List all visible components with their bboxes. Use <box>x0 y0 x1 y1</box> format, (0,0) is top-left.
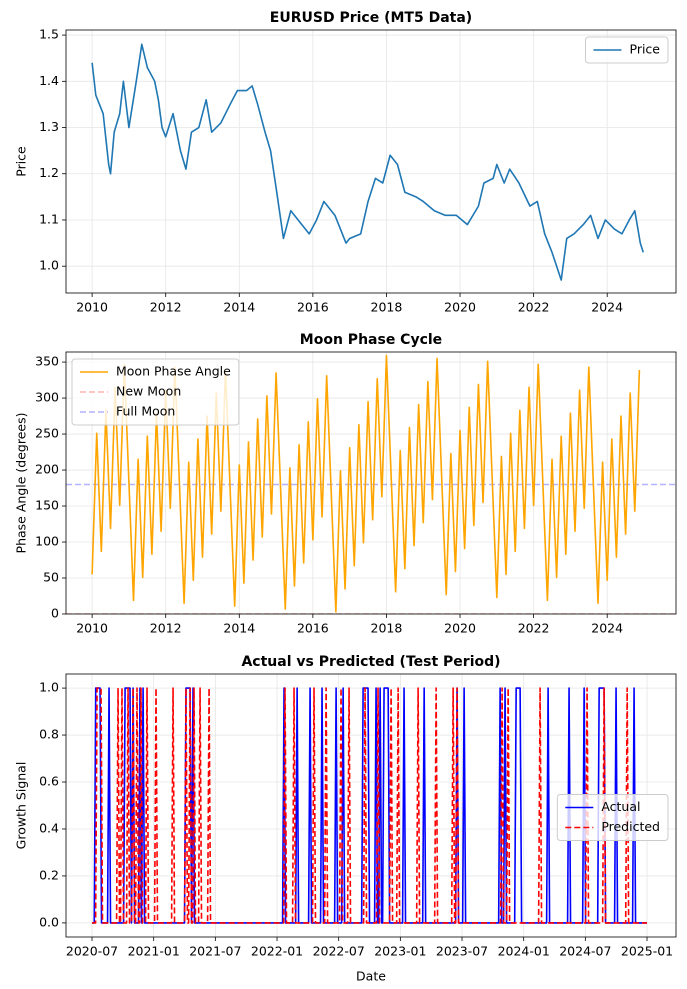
y-axis-label: Growth Signal <box>14 762 29 850</box>
data-line <box>92 687 648 924</box>
y-tick-label: 50 <box>43 570 59 585</box>
legend-label: Price <box>630 42 661 57</box>
axes: EURUSD Price (MT5 Data) Price 1.0 1.1 1.2 1.3… <box>14 10 677 315</box>
x-tick-label: 2021-01 <box>128 944 180 959</box>
chart-title: Actual vs Predicted (Test Period) <box>241 654 500 670</box>
x-tick-label: 2010 <box>76 300 108 315</box>
y-tick-label: 1.3 <box>39 119 59 134</box>
legend-box <box>585 36 669 64</box>
y-tick-label: 150 <box>35 498 59 513</box>
y-axis-label: Phase Angle (degrees) <box>14 413 29 554</box>
legend: Price <box>585 36 669 64</box>
x-tick-label: 2014 <box>223 621 255 636</box>
y-tick-label: 0.0 <box>39 914 59 929</box>
x-tick-label: 2016 <box>297 300 329 315</box>
y-tick-label: 1.5 <box>39 27 59 42</box>
axes-frame <box>65 29 677 294</box>
x-tick-label: 2022 <box>518 621 550 636</box>
legend-box <box>556 794 669 841</box>
legend-label: Predicted <box>601 819 660 834</box>
axes-frame <box>65 351 677 615</box>
x-tick-label: 2023-07 <box>436 944 488 959</box>
y-tick-label: 200 <box>35 462 59 477</box>
y-tick-label: 0.4 <box>39 820 59 835</box>
x-tick-label: 2012 <box>150 300 182 315</box>
axes: Actual vs Predicted (Test Period) Growth … <box>14 654 677 984</box>
x-tick-label: 2023-01 <box>374 944 426 959</box>
legend: Moon Phase Angle New Moon Full Moon <box>71 358 240 426</box>
y-tick-label: 100 <box>35 534 59 549</box>
x-tick-label: 2024 <box>591 300 623 315</box>
x-tick-label: 2018 <box>371 300 403 315</box>
y-tick-label: 1.0 <box>39 258 59 273</box>
x-tick-label: 2010 <box>76 621 108 636</box>
x-tick-label: 2022 <box>518 300 550 315</box>
legend: Actual Predicted <box>556 794 669 841</box>
y-tick-label: 0.6 <box>39 774 59 789</box>
x-tick-label: 2024 <box>591 621 623 636</box>
axes: Moon Phase Cycle Phase Angle (degrees) 0 50… <box>14 332 677 636</box>
data-line <box>91 43 645 281</box>
x-tick-label: 2024-07 <box>559 944 611 959</box>
x-tick-label: 2014 <box>223 300 255 315</box>
y-tick-label: 1.2 <box>39 165 59 180</box>
x-tick-label: 2016 <box>297 621 329 636</box>
legend-label: Full Moon <box>116 404 175 419</box>
chart-title: Moon Phase Cycle <box>300 332 442 348</box>
y-tick-label: 350 <box>35 354 59 369</box>
chart-title: EURUSD Price (MT5 Data) <box>270 10 472 26</box>
axes-frame <box>65 673 677 938</box>
y-tick-label: 300 <box>35 390 59 405</box>
data-line <box>91 354 641 613</box>
x-tick-label: 2022-01 <box>251 944 303 959</box>
x-axis-label: Date <box>356 969 386 984</box>
y-tick-label: 0.8 <box>39 727 59 742</box>
legend-box <box>71 358 240 426</box>
x-tick-label: 2024-01 <box>498 944 550 959</box>
legend-label: Moon Phase Angle <box>116 364 231 379</box>
y-tick-label: 1.0 <box>39 680 59 695</box>
x-tick-label: 2022-07 <box>313 944 365 959</box>
y-tick-label: 250 <box>35 426 59 441</box>
y-axis-label: Price <box>14 146 29 177</box>
x-tick-label: 2018 <box>371 621 403 636</box>
x-tick-label: 2012 <box>150 621 182 636</box>
x-tick-label: 2020-07 <box>66 944 118 959</box>
y-tick-label: 0.2 <box>39 867 59 882</box>
legend-label: Actual <box>601 799 640 814</box>
x-tick-label: 2020 <box>444 621 476 636</box>
y-tick-label: 0 <box>51 606 59 621</box>
x-tick-label: 2020 <box>444 300 476 315</box>
x-tick-label: 2021-07 <box>189 944 241 959</box>
x-tick-label: 2025-01 <box>621 944 673 959</box>
y-tick-label: 1.1 <box>39 211 59 226</box>
legend-label: New Moon <box>116 384 181 399</box>
y-tick-label: 1.4 <box>39 73 59 88</box>
